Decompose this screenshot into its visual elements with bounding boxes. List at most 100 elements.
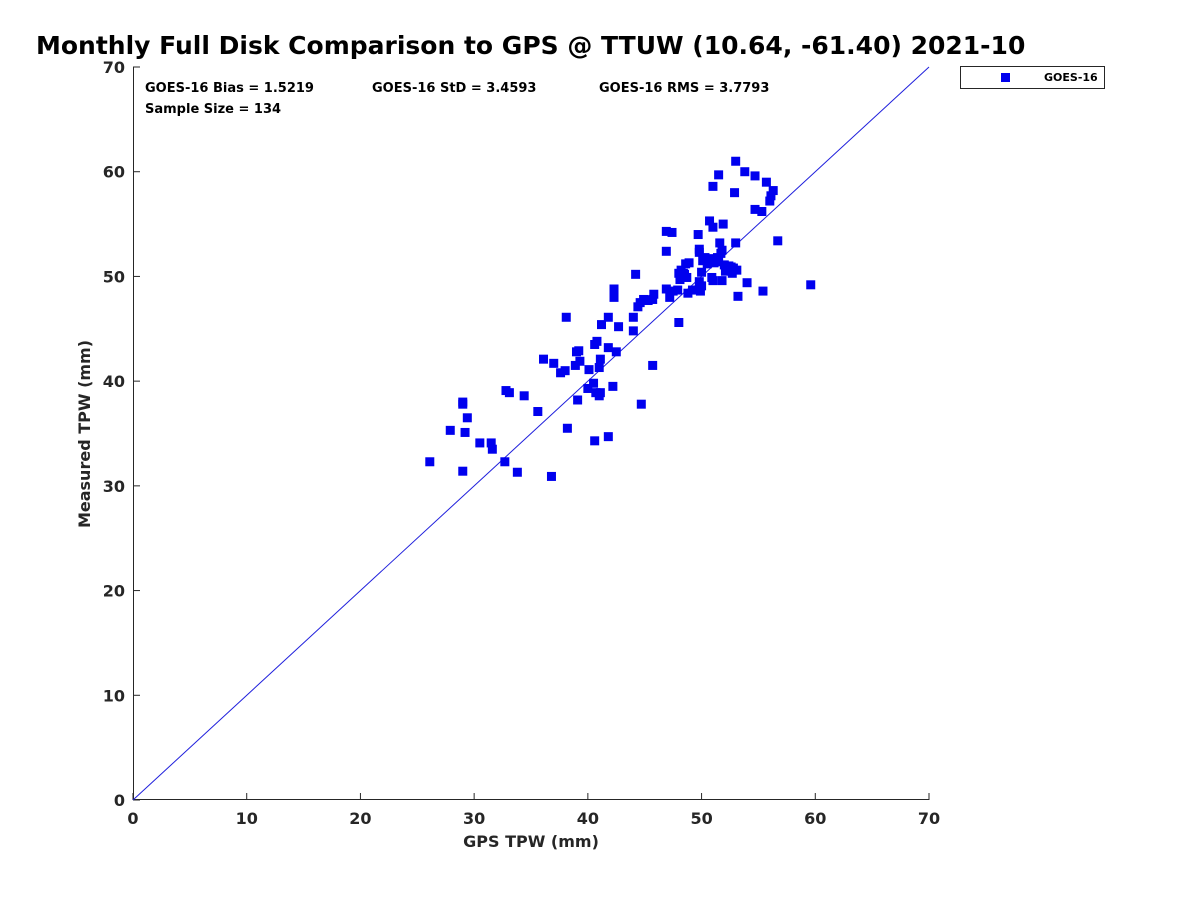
chart-title: Monthly Full Disk Comparison to GPS @ TT… bbox=[36, 31, 1025, 60]
data-point bbox=[603, 343, 613, 353]
legend-label: GOES-16 bbox=[1044, 71, 1098, 84]
data-point bbox=[717, 276, 727, 286]
data-point bbox=[589, 378, 599, 388]
data-point bbox=[697, 281, 707, 291]
data-point bbox=[573, 395, 583, 405]
y-tick-label: 40 bbox=[103, 372, 125, 391]
data-point bbox=[773, 236, 783, 246]
data-point bbox=[730, 188, 740, 198]
data-point bbox=[628, 326, 638, 336]
data-point bbox=[512, 467, 522, 477]
data-point bbox=[458, 466, 468, 476]
legend[interactable]: GOES-16 bbox=[960, 66, 1105, 89]
data-point bbox=[757, 207, 767, 217]
data-point bbox=[458, 399, 468, 409]
data-point bbox=[560, 366, 570, 376]
x-tick-label: 60 bbox=[804, 809, 826, 828]
data-point bbox=[595, 388, 605, 398]
data-point bbox=[768, 186, 778, 196]
data-point bbox=[674, 318, 684, 328]
data-point bbox=[750, 171, 760, 181]
data-point bbox=[714, 255, 724, 265]
data-point bbox=[717, 245, 727, 255]
data-point bbox=[719, 260, 729, 270]
goes16-points bbox=[425, 156, 816, 481]
data-point bbox=[758, 286, 768, 296]
x-tick-label: 50 bbox=[690, 809, 712, 828]
data-point bbox=[718, 219, 728, 229]
data-point bbox=[575, 356, 585, 366]
data-point bbox=[609, 284, 619, 294]
data-point bbox=[806, 280, 816, 290]
data-point bbox=[475, 438, 485, 448]
data-point bbox=[561, 312, 571, 322]
axes bbox=[133, 67, 929, 800]
data-point bbox=[597, 320, 607, 330]
y-ticks: 0 10 20 30 40 50 60 70 bbox=[103, 58, 140, 810]
data-point bbox=[683, 288, 693, 298]
data-point bbox=[539, 354, 549, 364]
data-point bbox=[590, 436, 600, 446]
data-point bbox=[708, 222, 718, 232]
data-point bbox=[750, 204, 760, 214]
x-tick-label: 40 bbox=[577, 809, 599, 828]
data-point bbox=[697, 267, 707, 277]
y-tick-label: 0 bbox=[114, 791, 125, 810]
data-point bbox=[761, 177, 771, 187]
data-point bbox=[694, 247, 704, 257]
data-point bbox=[609, 292, 619, 302]
one-to-one-line bbox=[132, 66, 930, 801]
data-point bbox=[570, 360, 580, 370]
data-point bbox=[556, 368, 566, 378]
data-point bbox=[486, 438, 496, 448]
data-point bbox=[695, 286, 705, 296]
std-stat: GOES-16 StD = 3.4593 bbox=[372, 81, 536, 96]
data-point bbox=[675, 275, 685, 285]
data-point bbox=[614, 322, 624, 332]
y-tick-label: 10 bbox=[103, 686, 125, 705]
y-tick-label: 70 bbox=[103, 58, 125, 77]
data-point bbox=[673, 285, 683, 295]
x-tick-label: 0 bbox=[127, 809, 138, 828]
data-point bbox=[425, 457, 435, 467]
data-point bbox=[549, 358, 559, 368]
data-point bbox=[562, 423, 572, 433]
data-point bbox=[693, 230, 703, 240]
data-point bbox=[592, 336, 602, 346]
x-tick-label: 20 bbox=[349, 809, 371, 828]
data-point bbox=[628, 312, 638, 322]
legend-box bbox=[960, 66, 1105, 89]
data-point bbox=[665, 292, 675, 302]
data-point bbox=[649, 289, 659, 299]
data-point bbox=[661, 284, 671, 294]
data-point bbox=[504, 388, 514, 398]
x-axis-label: GPS TPW (mm) bbox=[463, 832, 599, 851]
data-point bbox=[732, 265, 742, 275]
data-point bbox=[519, 391, 529, 401]
data-point bbox=[584, 365, 594, 375]
y-axis-label: Measured TPW (mm) bbox=[75, 340, 94, 528]
data-point bbox=[594, 363, 604, 373]
data-point bbox=[639, 294, 649, 304]
data-point bbox=[705, 216, 715, 226]
data-point bbox=[487, 444, 497, 454]
data-point bbox=[546, 471, 556, 481]
data-point bbox=[667, 227, 677, 237]
data-point bbox=[631, 269, 641, 279]
data-point bbox=[500, 457, 510, 467]
legend-marker bbox=[1001, 73, 1010, 82]
data-point bbox=[731, 238, 741, 248]
data-point bbox=[603, 312, 613, 322]
data-point bbox=[574, 346, 584, 356]
x-tick-label: 30 bbox=[463, 809, 485, 828]
data-point bbox=[460, 427, 470, 437]
x-tick-label: 10 bbox=[236, 809, 258, 828]
y-tick-label: 30 bbox=[103, 477, 125, 496]
data-point bbox=[648, 360, 658, 370]
data-point bbox=[595, 354, 605, 364]
data-point bbox=[714, 170, 724, 180]
data-point bbox=[687, 285, 697, 295]
data-point bbox=[733, 291, 743, 301]
y-tick-label: 50 bbox=[103, 267, 125, 286]
